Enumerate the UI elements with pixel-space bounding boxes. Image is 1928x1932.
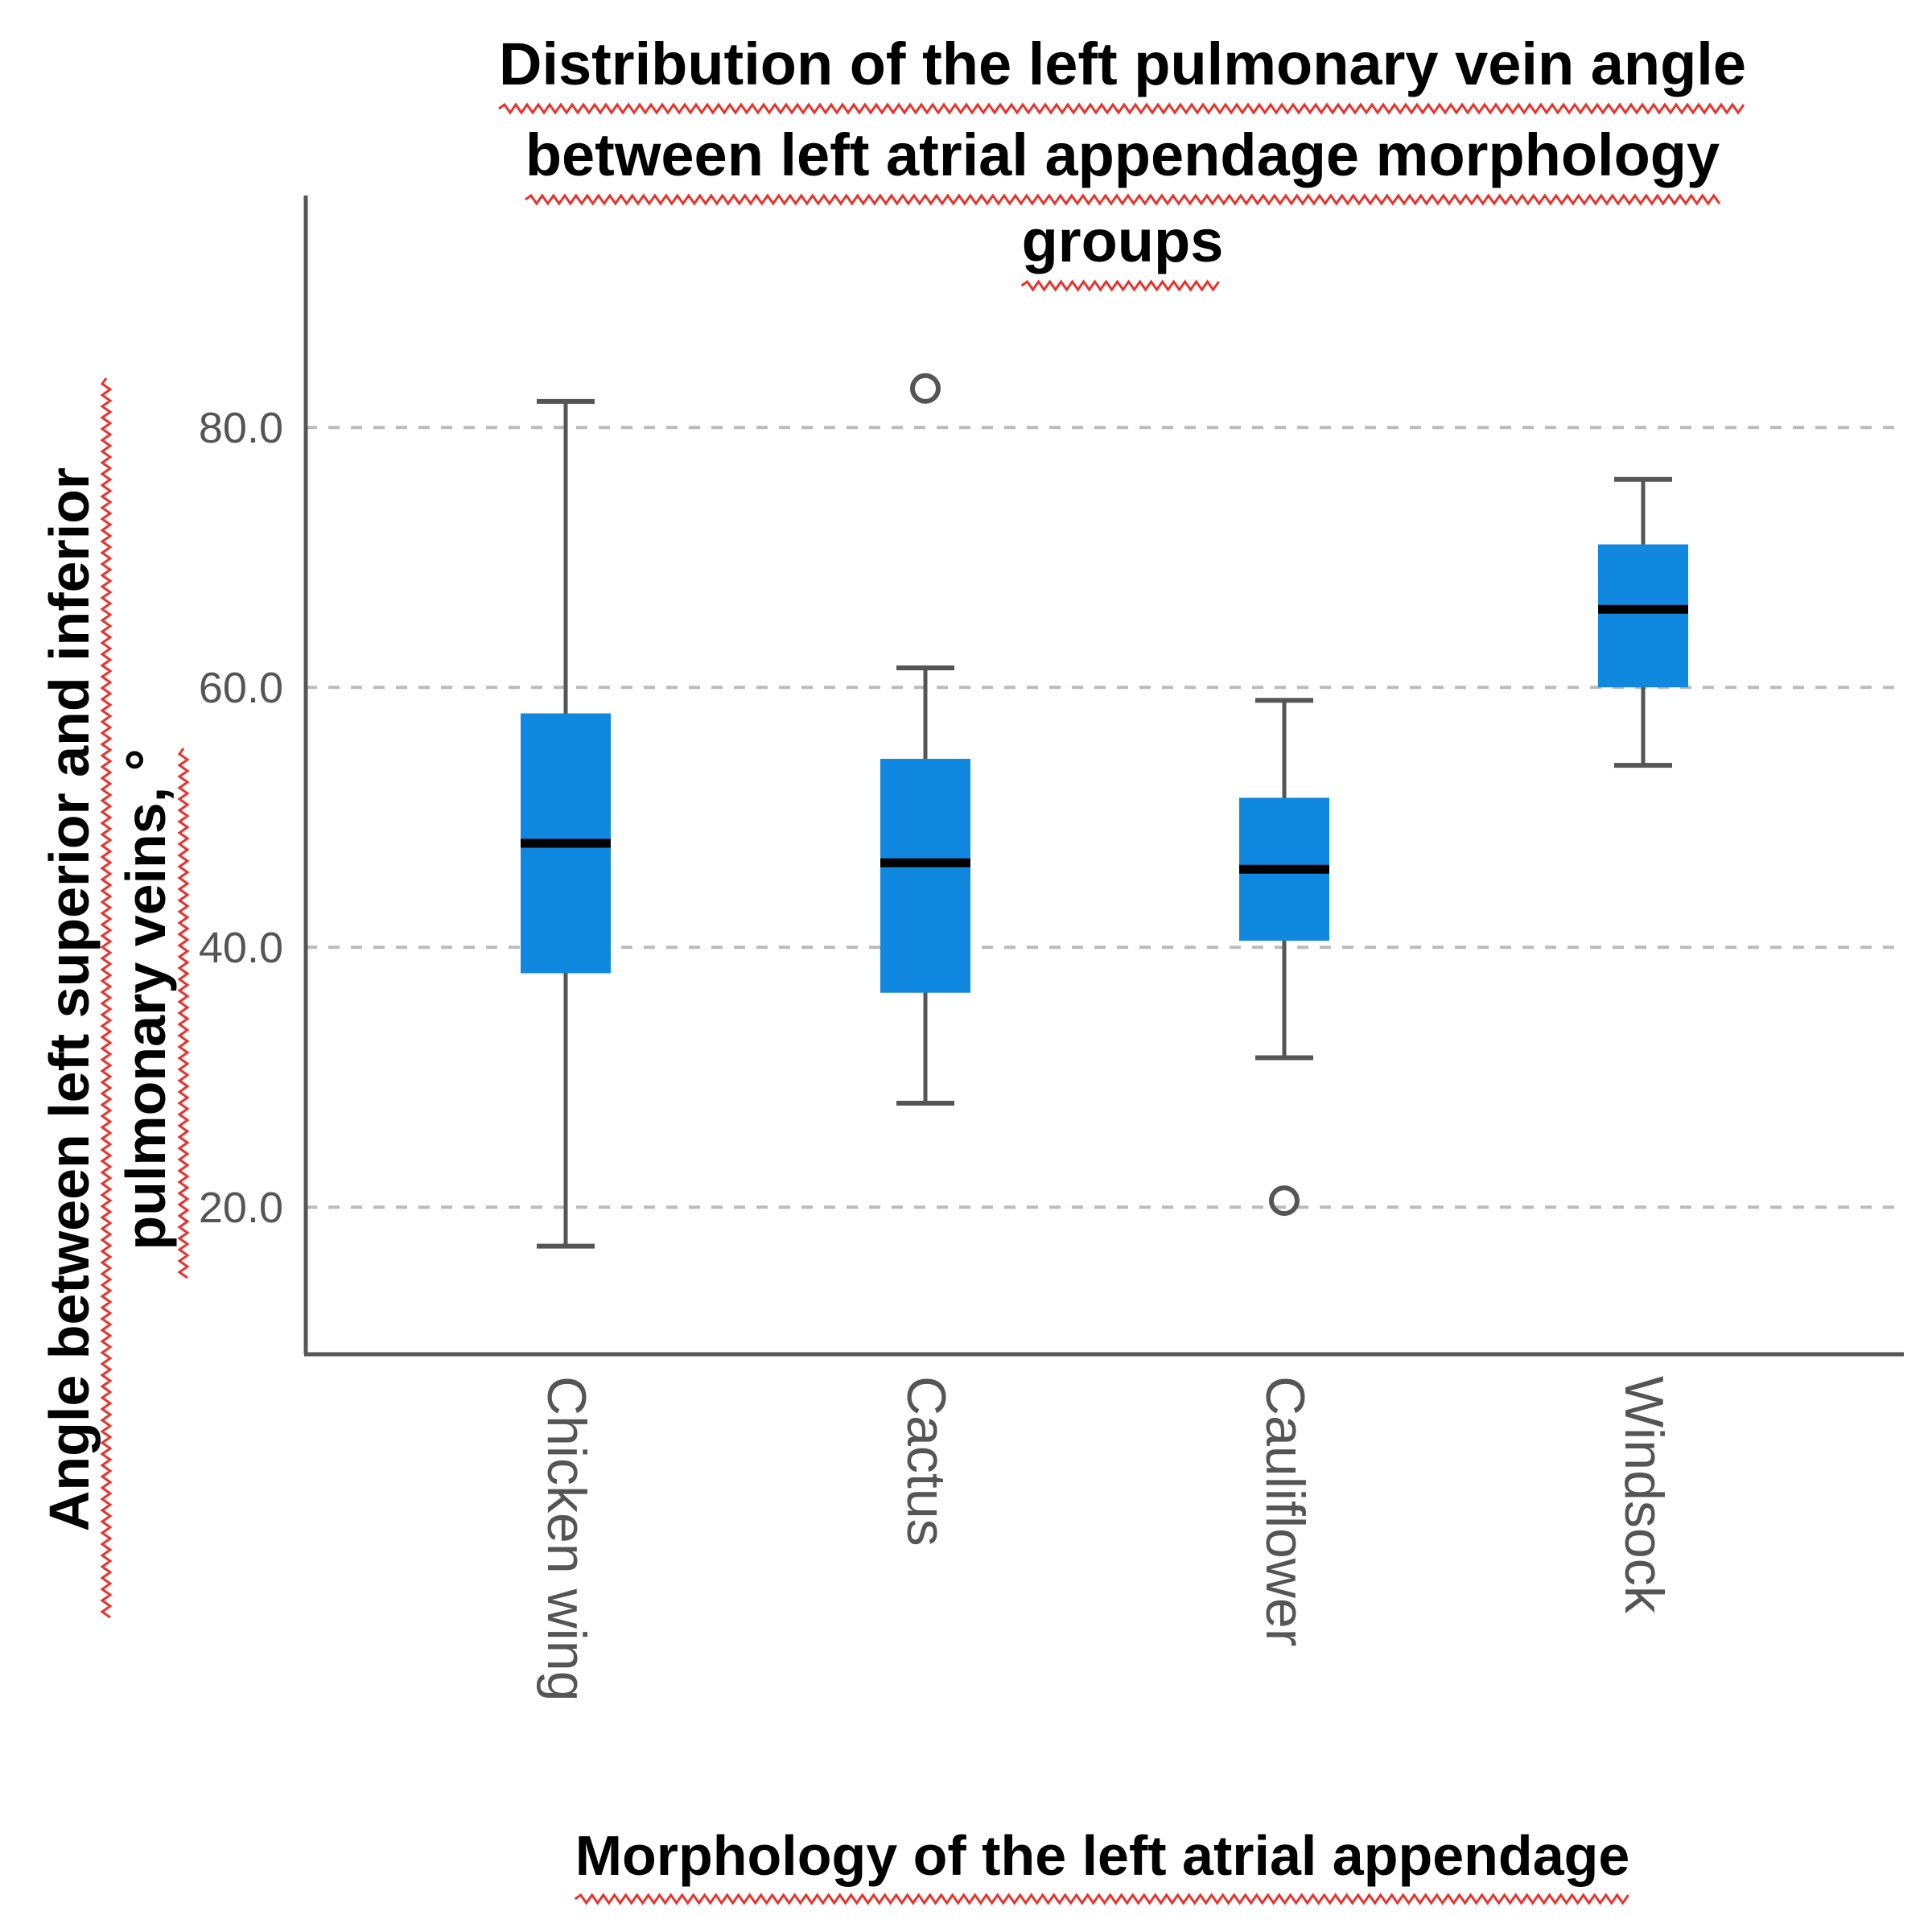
x-tick-label: Cauliflower [1254,1376,1316,1646]
x-tick-label: Windsock [1613,1376,1675,1614]
y-tick-label: 40.0 [199,924,283,972]
grid-lines [306,426,1904,1209]
spellcheck-underline [574,1893,1629,1905]
y-axis-title-line: pulmonary veins, ° [114,748,177,1250]
x-axis-title: Morphology of the left atrial appendage [575,1824,1630,1887]
box-cauliflower [1239,698,1329,1217]
x-tick-label: Cactus [896,1376,957,1547]
spellcheck-underline [177,748,190,1279]
axes [303,196,1904,1357]
spellcheck-underline [100,377,113,1619]
y-tick-label: 20.0 [199,1184,283,1232]
box-chicken-wing [521,398,611,1249]
title-line: Distribution of the left pulmonary vein … [499,31,1746,97]
box-windsock [1598,476,1688,768]
box-cactus [880,373,970,1106]
spellcheck-underline [498,102,1745,115]
y-tick-labels: 20.0 40.0 60.0 80.0 [199,404,283,1232]
y-axis-title-line: Angle between left superior and inferior [38,468,101,1531]
iqr-box [1598,544,1688,688]
y-tick-label: 80.0 [199,404,283,452]
x-tick-labels: Chicken wing Cactus Cauliflower Windsock [536,1376,1675,1701]
y-tick-label: 60.0 [199,664,283,712]
title-line: between left atrial appendage morphology [525,122,1720,188]
x-axis-title: Morphology of the left atrial appendage [574,1824,1630,1905]
x-tick-label: Chicken wing [536,1376,597,1701]
title-line: groups [1022,208,1224,274]
spellcheck-underline [524,193,1721,206]
outlier-point [1269,1185,1300,1217]
y-axis-title: Angle between left superior and inferior… [38,377,190,1619]
box-series [521,373,1688,1249]
iqr-box [880,759,970,993]
chart-title: Distribution of the left pulmonary vein … [498,31,1746,292]
outlier-point [910,373,941,404]
spellcheck-underline [1020,279,1220,292]
